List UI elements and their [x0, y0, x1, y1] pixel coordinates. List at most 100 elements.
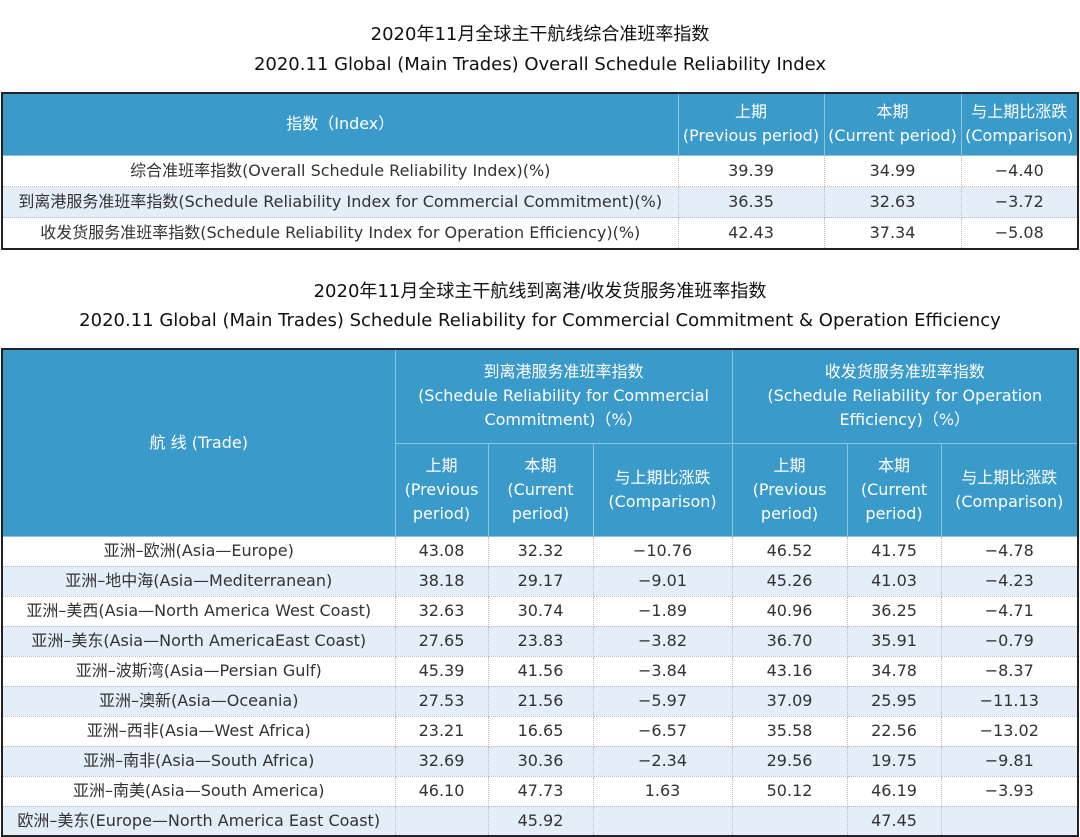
- header-oe-prev: 上期 (Previous period): [732, 443, 848, 537]
- cell-value: 29.17: [488, 566, 594, 597]
- cell-value: 23.83: [488, 626, 594, 657]
- cell-value: [941, 806, 1079, 837]
- header-index: 指数（Index）: [2, 93, 679, 156]
- cell-value: −5.08: [961, 217, 1079, 250]
- cell-value: 27.65: [395, 626, 489, 657]
- cell-value: −0.79: [941, 626, 1079, 657]
- cell-value: [395, 806, 489, 837]
- cell-value: 47.73: [488, 776, 594, 807]
- cell-value: −2.34: [593, 746, 733, 777]
- cell-value: 27.53: [395, 686, 489, 717]
- cell-value: 23.21: [395, 716, 489, 747]
- row-label: 亚洲–西非(Asia—West Africa): [2, 716, 396, 747]
- row-label: 亚洲–波斯湾(Asia—Persian Gulf): [2, 656, 396, 687]
- cell-value: 45.39: [395, 656, 489, 687]
- header-cc-comp: 与上期比涨跌 (Comparison): [593, 443, 733, 537]
- cell-value: 36.25: [847, 596, 942, 627]
- header-comp: 与上期比涨跌 (Comparison): [961, 93, 1079, 156]
- cell-value: 34.78: [847, 656, 942, 687]
- header-cc-cur: 本期 (Current period): [488, 443, 594, 537]
- cell-value: [593, 806, 733, 837]
- table-row: 综合准班率指数(Overall Schedule Reliability Ind…: [2, 155, 1079, 188]
- header-commercial-commitment: 到离港服务准班率指数 (Schedule Reliability for Com…: [395, 349, 733, 444]
- table-row: 亚洲–美西(Asia—North America West Coast) 32.6…: [2, 596, 1079, 627]
- cell-value: 39.39: [678, 155, 825, 188]
- cell-value: −4.71: [941, 596, 1079, 627]
- cell-value: 19.75: [847, 746, 942, 777]
- table-row: 收发货服务准班率指数(Schedule Reliability Index fo…: [2, 217, 1079, 250]
- cell-value: 45.26: [732, 566, 848, 597]
- cell-value: −8.37: [941, 656, 1079, 687]
- cell-value: −5.97: [593, 686, 733, 717]
- header-trade: 航 线 (Trade): [2, 349, 396, 537]
- cell-value: 32.63: [395, 596, 489, 627]
- row-label: 亚洲–澳新(Asia—Oceania): [2, 686, 396, 717]
- cell-value: −4.40: [961, 155, 1079, 188]
- cell-value: [732, 806, 848, 837]
- table1-title-cn: 2020年11月全球主干航线综合准班率指数: [370, 24, 710, 45]
- header-prev: 上期 (Previous period): [678, 93, 825, 156]
- row-label: 亚洲–美东(Asia—North AmericaEast Coast): [2, 626, 396, 657]
- cell-value: 50.12: [732, 776, 848, 807]
- cell-value: −9.81: [941, 746, 1079, 777]
- cell-value: 22.56: [847, 716, 942, 747]
- row-label: 欧洲–美东(Europe—North America East Coast): [2, 806, 396, 837]
- cell-value: −10.76: [593, 536, 733, 567]
- cell-value: 30.74: [488, 596, 594, 627]
- cell-value: 41.56: [488, 656, 594, 687]
- row-label: 亚洲–地中海(Asia—Mediterranean): [2, 566, 396, 597]
- row-label: 综合准班率指数(Overall Schedule Reliability Ind…: [2, 155, 679, 188]
- cell-value: 43.08: [395, 536, 489, 567]
- header-oe-cur: 本期 (Current period): [847, 443, 942, 537]
- header-oe-comp: 与上期比涨跌 (Comparison): [941, 443, 1079, 537]
- row-label: 亚洲–美西(Asia—North America West Coast): [2, 596, 396, 627]
- table-row: 亚洲–美东(Asia—North AmericaEast Coast) 27.65…: [2, 626, 1079, 657]
- cell-value: 42.43: [678, 217, 825, 250]
- header-operation-efficiency: 收发货服务准班率指数 (Schedule Reliability for Ope…: [732, 349, 1079, 444]
- cell-value: −6.57: [593, 716, 733, 747]
- table-row: 亚洲–南美(Asia—South America) 46.10 47.73 1.63 5…: [2, 776, 1079, 807]
- cell-value: −4.78: [941, 536, 1079, 567]
- cell-value: 32.32: [488, 536, 594, 567]
- cell-value: 34.99: [824, 155, 962, 188]
- cell-value: −4.23: [941, 566, 1079, 597]
- table2-title-cn: 2020年11月全球主干航线到离港/收发货服务准班率指数: [313, 281, 767, 302]
- cell-value: 38.18: [395, 566, 489, 597]
- table2-title-en: 2020.11 Global (Main Trades) Schedule Re…: [79, 310, 1001, 331]
- cell-value: 46.10: [395, 776, 489, 807]
- cell-value: 35.58: [732, 716, 848, 747]
- cell-value: 36.35: [678, 186, 825, 219]
- cell-value: 47.45: [847, 806, 942, 837]
- cell-value: 16.65: [488, 716, 594, 747]
- table-row: 亚洲–波斯湾(Asia—Persian Gulf) 45.39 41.56 −3.84…: [2, 656, 1079, 687]
- table-row: 亚洲–地中海(Asia—Mediterranean) 38.18 29.17 −9.0…: [2, 566, 1079, 597]
- cell-value: −3.72: [961, 186, 1079, 219]
- cell-value: 37.34: [824, 217, 962, 250]
- cell-value: 40.96: [732, 596, 848, 627]
- cell-value: 29.56: [732, 746, 848, 777]
- trade-reliability-table: 航 线 (Trade) 到离港服务准班率指数 (Schedule Reliabi…: [1, 348, 1079, 837]
- table-row: 欧洲–美东(Europe—North America East Coast) 45…: [2, 806, 1079, 837]
- cell-value: 32.63: [824, 186, 962, 219]
- cell-value: 30.36: [488, 746, 594, 777]
- row-label: 亚洲–南美(Asia—South America): [2, 776, 396, 807]
- header-cc-prev: 上期 (Previous period): [395, 443, 489, 537]
- overall-index-table: 指数（Index） 上期 (Previous period) 本期 (Curre…: [1, 92, 1079, 250]
- cell-value: 25.95: [847, 686, 942, 717]
- cell-value: 37.09: [732, 686, 848, 717]
- cell-value: −13.02: [941, 716, 1079, 747]
- row-label: 收发货服务准班率指数(Schedule Reliability Index fo…: [2, 217, 679, 250]
- cell-value: −9.01: [593, 566, 733, 597]
- header-cur: 本期 (Current period): [824, 93, 962, 156]
- cell-value: 41.75: [847, 536, 942, 567]
- cell-value: −1.89: [593, 596, 733, 627]
- cell-value: 41.03: [847, 566, 942, 597]
- cell-value: 21.56: [488, 686, 594, 717]
- row-label: 亚洲–南非(Asia—South Africa): [2, 746, 396, 777]
- table-row: 亚洲–欧洲(Asia—Europe) 43.08 32.32 −10.76 46.52 4…: [2, 536, 1079, 567]
- cell-value: 45.92: [488, 806, 594, 837]
- cell-value: 36.70: [732, 626, 848, 657]
- cell-value: 35.91: [847, 626, 942, 657]
- cell-value: 46.19: [847, 776, 942, 807]
- cell-value: 32.69: [395, 746, 489, 777]
